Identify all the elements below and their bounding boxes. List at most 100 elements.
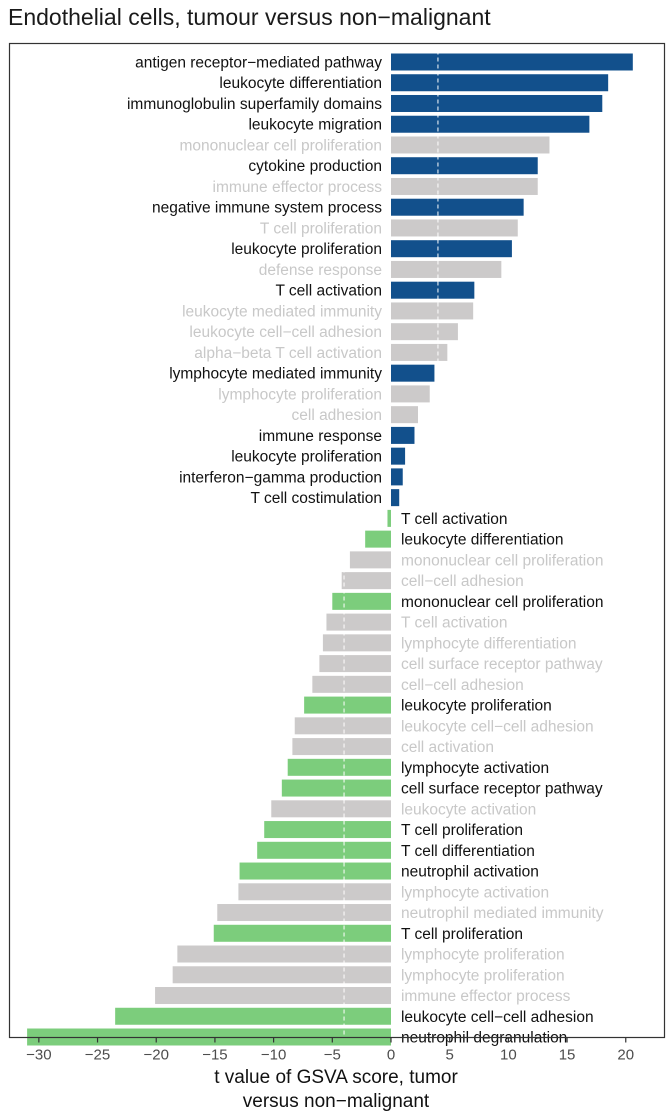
bar-label: lymphocyte activation — [401, 884, 549, 901]
bar-label: leukocyte differentiation — [219, 75, 382, 92]
bar-label: cell−cell adhesion — [401, 573, 524, 590]
bar — [213, 924, 391, 942]
bar-label: cell surface receptor pathway — [401, 656, 603, 673]
bar-label: interferon−gamma production — [179, 469, 382, 486]
bar — [172, 966, 391, 984]
bar-label: immune effector process — [213, 179, 383, 196]
x-tick-label: −10 — [261, 1047, 286, 1064]
bar-label: leukocyte proliferation — [231, 241, 382, 258]
bar — [391, 489, 400, 507]
bar — [387, 509, 391, 527]
x-tick-label: 5 — [446, 1047, 454, 1064]
bar — [391, 426, 415, 444]
bar — [391, 94, 603, 112]
bar — [312, 675, 391, 693]
x-tick-label: 0 — [387, 1047, 395, 1064]
bar-label: lymphocyte activation — [401, 760, 549, 777]
plot-frame — [8, 42, 666, 1039]
bar — [319, 655, 391, 673]
bar — [391, 385, 430, 403]
bar — [177, 945, 391, 963]
bar — [391, 74, 609, 92]
bar — [391, 323, 458, 341]
bar — [365, 530, 391, 548]
bar-label: cell activation — [401, 739, 494, 756]
bar-label: leukocyte activation — [401, 801, 536, 818]
bar — [391, 406, 418, 424]
bar — [391, 115, 590, 133]
bar — [391, 260, 502, 278]
bar-label: lymphocyte mediated immunity — [169, 366, 382, 383]
bar — [391, 219, 518, 237]
bar — [391, 364, 435, 382]
bar — [322, 634, 391, 652]
bar-label: defense response — [259, 262, 382, 279]
bar — [257, 841, 391, 859]
bar-label: lymphocyte proliferation — [401, 967, 565, 984]
bar-label: negative immune system process — [152, 200, 382, 217]
bar-label: T cell costimulation — [250, 490, 382, 507]
bar-label: immunoglobulin superfamily domains — [127, 96, 382, 113]
bar-label: leukocyte cell−cell adhesion — [401, 1009, 594, 1026]
bar-label: leukocyte cell−cell adhesion — [189, 324, 382, 341]
bar-label: T cell proliferation — [260, 220, 382, 237]
bar-label: T cell activation — [275, 283, 382, 300]
x-tick-label: −5 — [324, 1047, 341, 1064]
bar — [391, 343, 448, 361]
chart-title: Endothelial cells, tumour versus non−mal… — [8, 4, 491, 30]
x-axis-title: t value of GSVA score, tumor — [214, 1067, 458, 1088]
bar-label: leukocyte migration — [248, 117, 382, 134]
bar-label: mononuclear cell proliferation — [180, 137, 382, 154]
bar-label: cytokine production — [248, 158, 382, 175]
bar — [391, 447, 406, 465]
bar — [391, 198, 524, 216]
bar — [294, 717, 391, 735]
bar — [326, 613, 391, 631]
bar — [391, 157, 538, 175]
bar-label: alpha−beta T cell activation — [194, 345, 382, 362]
bar-label: T cell proliferation — [401, 822, 523, 839]
bar — [391, 53, 633, 71]
bar-label: leukocyte proliferation — [231, 449, 382, 466]
bar-label: neutrophil mediated immunity — [401, 905, 604, 922]
bar — [391, 468, 403, 486]
bar-label: neutrophil activation — [401, 864, 539, 881]
bar — [281, 779, 391, 797]
bar-label: antigen receptor−mediated pathway — [135, 55, 382, 72]
bar — [341, 572, 391, 590]
bar-label: leukocyte proliferation — [401, 698, 552, 715]
bar-label: T cell activation — [401, 511, 508, 528]
bar-label: immune effector process — [401, 988, 571, 1005]
bar-label: cell−cell adhesion — [401, 677, 524, 694]
bar — [391, 240, 512, 258]
bar — [292, 738, 391, 756]
x-tick-label: 15 — [559, 1047, 576, 1064]
x-tick-label: 10 — [500, 1047, 517, 1064]
x-axis-title: versus non−malignant — [243, 1091, 430, 1112]
bar — [391, 281, 475, 299]
bar-label: T cell activation — [401, 615, 508, 632]
bar — [391, 302, 474, 320]
bar-label: immune response — [259, 428, 382, 445]
bar — [304, 696, 391, 714]
x-tick-label: −30 — [26, 1047, 51, 1064]
bar-label: mononuclear cell proliferation — [401, 594, 603, 611]
x-tick-label: 20 — [617, 1047, 634, 1064]
bar — [115, 1007, 392, 1025]
bar-label: leukocyte mediated immunity — [182, 303, 382, 320]
bar — [239, 862, 391, 880]
bar-label: leukocyte cell−cell adhesion — [401, 718, 594, 735]
bar — [217, 904, 391, 922]
x-tick-label: −20 — [144, 1047, 169, 1064]
bar — [271, 800, 391, 818]
bar — [287, 758, 391, 776]
bar-label: cell surface receptor pathway — [401, 781, 603, 798]
bar — [264, 821, 391, 839]
bar-label: mononuclear cell proliferation — [401, 552, 603, 569]
bar — [332, 592, 391, 610]
bar-label: cell adhesion — [292, 407, 382, 424]
bar — [155, 987, 391, 1005]
bar-label: leukocyte differentiation — [401, 532, 564, 549]
bar-label: T cell proliferation — [401, 926, 523, 943]
